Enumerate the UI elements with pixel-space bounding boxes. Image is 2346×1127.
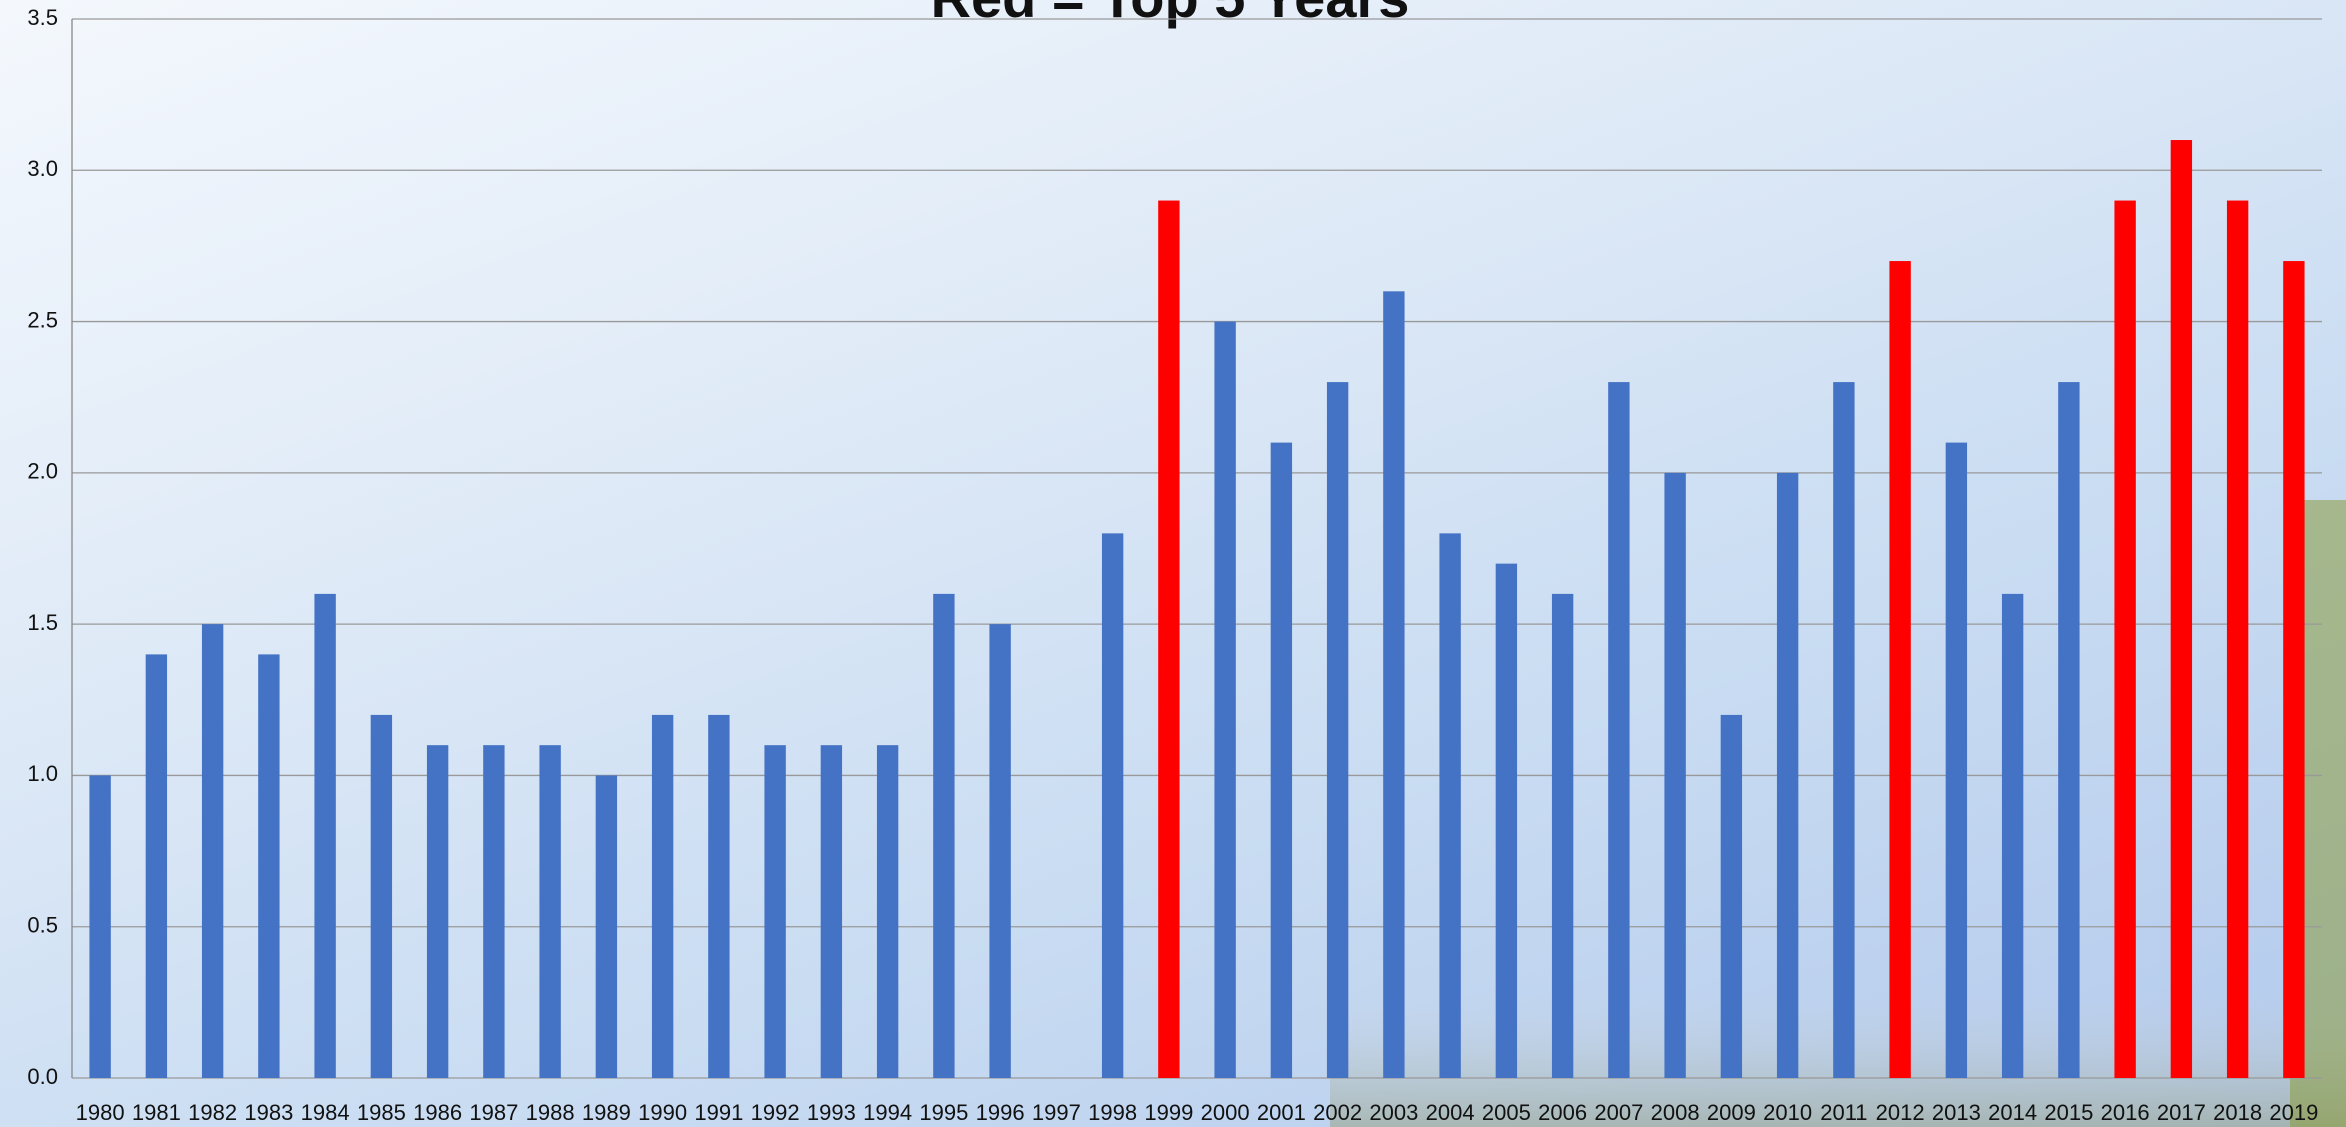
chart-title: Red = Top 5 Years xyxy=(931,0,1410,29)
x-tick-label: 2016 xyxy=(2101,1100,2150,1125)
bar xyxy=(1326,382,1349,1079)
x-tick-label: 2017 xyxy=(2157,1100,2206,1125)
bar xyxy=(89,775,111,1078)
bar xyxy=(1664,472,1686,1078)
x-tick-label: 2007 xyxy=(1594,1100,1643,1125)
bar xyxy=(1495,563,1518,1078)
x-tick-label: 1980 xyxy=(76,1100,125,1125)
x-tick-label: 2008 xyxy=(1651,1100,1700,1125)
bar xyxy=(2226,200,2249,1079)
bar xyxy=(2283,261,2305,1078)
bar xyxy=(651,714,674,1078)
x-tick-label: 1993 xyxy=(807,1100,856,1125)
bar xyxy=(989,624,1011,1078)
y-tick-label: 0.5 xyxy=(27,913,58,938)
x-tick-label: 2009 xyxy=(1707,1100,1756,1125)
bar xyxy=(2001,593,2024,1078)
bar xyxy=(2114,200,2136,1079)
x-tick-label: 1998 xyxy=(1088,1100,1137,1125)
bar xyxy=(595,775,618,1078)
bar xyxy=(1889,261,1911,1078)
x-tick-label: 1984 xyxy=(301,1100,350,1125)
bar xyxy=(258,654,280,1078)
bar xyxy=(145,654,168,1078)
x-tick-label: 2001 xyxy=(1257,1100,1306,1125)
x-tick-label: 1982 xyxy=(188,1100,237,1125)
bar xyxy=(201,624,224,1078)
x-tick-label: 2011 xyxy=(1820,1100,1867,1125)
y-tick-label: 3.5 xyxy=(27,5,58,30)
bar xyxy=(1608,382,1630,1079)
bar xyxy=(1833,382,1855,1079)
x-tick-label: 1997 xyxy=(1032,1100,1081,1125)
y-tick-label: 3.0 xyxy=(27,156,58,181)
x-tick-label: 2010 xyxy=(1763,1100,1812,1125)
y-tick-label: 1.5 xyxy=(27,610,58,635)
x-tick-label: 2015 xyxy=(2044,1100,2093,1125)
bar xyxy=(876,745,899,1078)
x-tick-label: 1983 xyxy=(244,1100,293,1125)
bar xyxy=(933,593,955,1078)
x-tick-label: 1994 xyxy=(863,1100,912,1125)
bar xyxy=(1158,200,1180,1079)
x-tick-label: 1991 xyxy=(694,1100,743,1125)
bar xyxy=(1439,533,1461,1078)
bar xyxy=(539,745,561,1078)
bar xyxy=(1383,291,1405,1078)
x-tick-label: 2000 xyxy=(1201,1100,1250,1125)
bar xyxy=(1270,442,1293,1079)
x-tick-label: 1995 xyxy=(919,1100,968,1125)
x-tick-label: 2003 xyxy=(1369,1100,1418,1125)
bar xyxy=(1776,472,1799,1078)
x-tick-label: 1999 xyxy=(1144,1100,1193,1125)
x-tick-label: 1985 xyxy=(357,1100,406,1125)
bar xyxy=(2170,140,2193,1078)
bar xyxy=(483,745,505,1078)
x-tick-label: 1990 xyxy=(638,1100,687,1125)
bar xyxy=(820,745,843,1078)
y-tick-label: 1.0 xyxy=(27,761,58,786)
bar xyxy=(1101,533,1124,1078)
y-tick-label: 2.5 xyxy=(27,307,58,332)
x-tick-label: 1992 xyxy=(751,1100,800,1125)
bar xyxy=(764,745,786,1078)
bar xyxy=(1551,593,1574,1078)
x-tick-label: 2014 xyxy=(1988,1100,2037,1125)
bar xyxy=(426,745,449,1078)
x-tick-label: 1988 xyxy=(526,1100,575,1125)
x-tick-label: 1987 xyxy=(469,1100,518,1125)
x-tick-label: 2012 xyxy=(1876,1100,1925,1125)
bar xyxy=(370,714,393,1078)
bar xyxy=(708,714,730,1078)
x-tick-label: 1996 xyxy=(976,1100,1025,1125)
bar xyxy=(1214,321,1236,1079)
x-tick-label: 2006 xyxy=(1538,1100,1587,1125)
x-tick-label: 2002 xyxy=(1313,1100,1362,1125)
x-tick-label: 2013 xyxy=(1932,1100,1981,1125)
x-tick-label: 1989 xyxy=(582,1100,631,1125)
x-tick-label: 1986 xyxy=(413,1100,462,1125)
bar xyxy=(1945,442,1968,1079)
x-tick-label: 1981 xyxy=(132,1100,181,1125)
bar xyxy=(1720,714,1743,1078)
bar xyxy=(2058,382,2080,1079)
y-tick-label: 0.0 xyxy=(27,1064,58,1089)
x-tick-label: 2005 xyxy=(1482,1100,1531,1125)
x-tick-label: 2004 xyxy=(1426,1100,1475,1125)
x-tick-label: 2018 xyxy=(2213,1100,2262,1125)
bar xyxy=(314,593,336,1078)
x-tick-label: 2019 xyxy=(2269,1100,2318,1125)
y-tick-label: 2.0 xyxy=(27,459,58,484)
